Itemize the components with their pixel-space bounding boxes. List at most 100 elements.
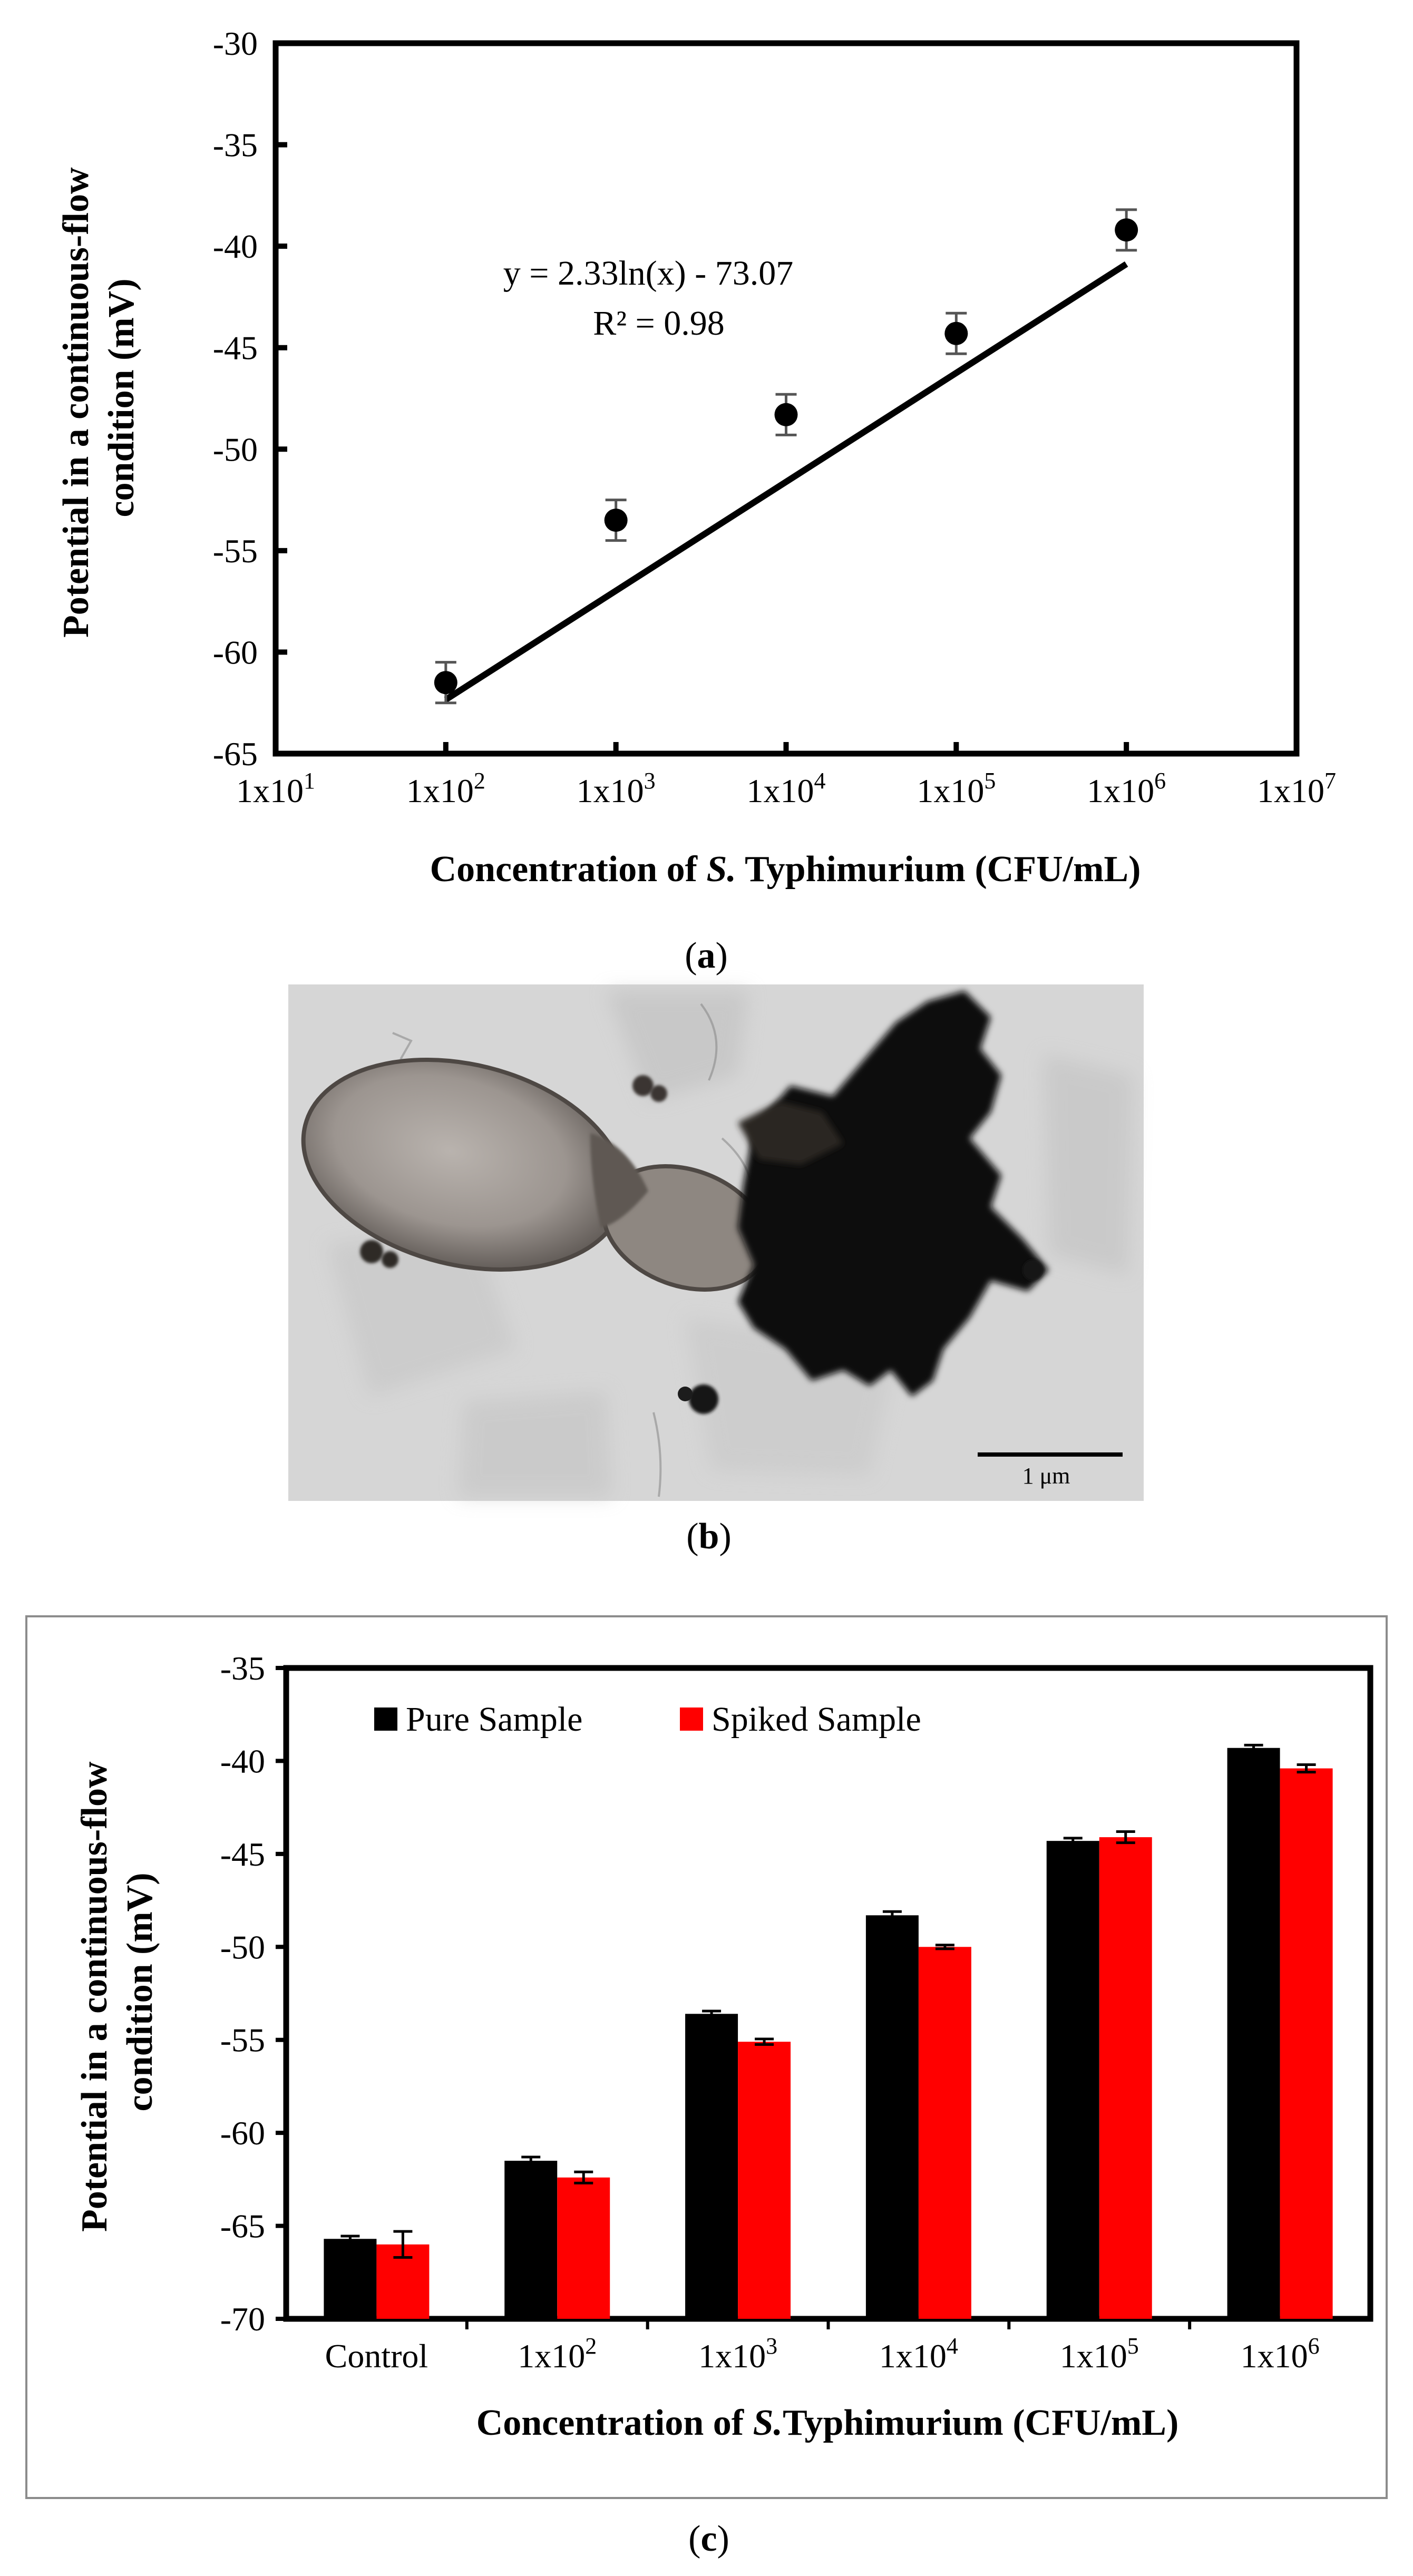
panel-c-y-tick-label: -45 — [220, 1836, 265, 1873]
panel-b-caption: (b) — [686, 1516, 732, 1557]
panel-c-x-tick-label-exp: 6 — [1308, 2333, 1320, 2359]
panel-a-y-label-line2: condition (mV) — [101, 278, 142, 517]
panel-c-bar-spiked — [1099, 1837, 1152, 2319]
panel-c-x-tick-label: 1x106 — [1241, 2333, 1320, 2375]
panel-a-x-tick-label: 1x106 — [1087, 768, 1166, 809]
panel-c-x-tick-label-base: 1x10 — [1241, 2337, 1308, 2375]
panel-c-y-label-line1: Potential in a continuous-flow — [74, 1761, 115, 2232]
panel-c-y-label-line2: condition (mV) — [120, 1872, 160, 2111]
panel-a-equation: y = 2.33ln(x) - 73.07 — [503, 254, 794, 292]
panel-a-r2: R² = 0.98 — [593, 304, 725, 343]
panel-c-y-tick-label: -55 — [220, 2022, 265, 2059]
micrograph-texture — [327, 991, 1133, 1497]
panel-b-micrograph: 1 μm (b) — [288, 984, 1144, 1557]
panel-a-point — [944, 321, 968, 345]
panel-c-x-tick-label: 1x103 — [698, 2333, 777, 2375]
panel-c-bar-pure — [504, 2161, 558, 2319]
panel-a-y-tick-label: -35 — [213, 126, 258, 164]
panel-a-x-tick-label: 1x103 — [577, 768, 656, 809]
legend-label-spiked: Spiked Sample — [712, 1700, 921, 1739]
panel-a-x-tick-label-base: 1x10 — [406, 772, 474, 809]
panel-a-caption-letter: a — [697, 935, 716, 976]
panel-c-x-tick-label-exp: 3 — [766, 2333, 777, 2359]
panel-c-caption: (c) — [688, 2519, 729, 2559]
panel-a-x-tick-label-exp: 7 — [1324, 768, 1336, 794]
panel-c-x-tick-label-exp: 4 — [947, 2333, 958, 2359]
panel-c-x-tick-label-base: 1x10 — [518, 2337, 585, 2375]
panel-a-x-tick-label-base: 1x10 — [236, 772, 304, 809]
panel-c-y-ticks: -35 -40 -45 -50 -55 -60 -65 -70 — [220, 1650, 286, 2338]
panel-a-x-tick-label-base: 1x10 — [917, 772, 984, 809]
panel-a-y-label: Potential in a continuous-flow condition… — [56, 158, 142, 638]
panel-a-y-tick-label: -55 — [213, 532, 258, 570]
panel-c-x-tick-label: 1x105 — [1060, 2333, 1139, 2375]
scale-bar-label: 1 μm — [1022, 1463, 1070, 1489]
panel-a-y-tick-label: -60 — [213, 633, 258, 671]
panel-a-x-tick-label-exp: 2 — [474, 768, 485, 794]
panel-c-y-tick-label: -70 — [220, 2300, 265, 2338]
panel-a-x-tick-label-exp: 3 — [644, 768, 656, 794]
panel-a-x-label-italic: S. — [707, 849, 736, 890]
panel-a-caption: (a) — [685, 935, 728, 976]
panel-a-y-ticks: -30 -35 -40 -45 -50 -55 -60 -65 — [213, 25, 287, 773]
panel-a-x-tick-label-exp: 4 — [814, 768, 826, 794]
panel-a-x-tick-label: 1x107 — [1257, 768, 1336, 809]
panel-a-x-tick-label-base: 1x10 — [1257, 772, 1324, 809]
panel-a-x-tick-label-exp: 5 — [984, 768, 996, 794]
panel-a-x-tick-label-base: 1x10 — [1087, 772, 1154, 809]
panel-c-x-tick-label: 1x102 — [518, 2333, 597, 2375]
panel-c-bar-pure — [865, 1915, 919, 2319]
panel-c-chart: -35-40-45-50-55-60-65-70 Control 1x102 1x1… — [25, 1615, 1388, 2559]
panel-a-x-label-prefix: Concentration of — [430, 849, 707, 890]
panel-c-x-tick-label-exp: 5 — [1127, 2333, 1139, 2359]
panel-a-points — [434, 208, 1138, 705]
panel-c-y-tick-label: -60 — [220, 2114, 265, 2152]
panel-a-x-tick-label-exp: 1 — [304, 768, 315, 794]
panel-a-y-tick-label: -45 — [213, 329, 258, 367]
panel-a-x-tick-label: 1x104 — [747, 768, 826, 809]
panel-a-x-ticks: 1x101 1x102 1x103 1x104 1x105 1x106 1x107 — [236, 742, 1336, 809]
panel-a-y-tick-label: -65 — [213, 735, 258, 773]
panel-a-y-tick-label: -30 — [213, 25, 258, 62]
panel-c-x-tick-label-base: 1x10 — [879, 2337, 947, 2375]
bacterium-neck — [590, 1133, 648, 1228]
panel-c-caption-letter: c — [700, 2519, 717, 2559]
panel-c-x-label: Concentration of S.Typhimurium (CFU/mL) — [476, 2403, 1179, 2443]
panel-c-x-label-suffix: Typhimurium (CFU/mL) — [783, 2403, 1178, 2443]
panel-c-y-label: Potential in a continuous-flow condition… — [74, 1752, 160, 2232]
panel-a-x-label: Concentration of S. Typhimurium (CFU/mL) — [430, 849, 1141, 890]
panel-a-y-tick-label: -40 — [213, 228, 258, 265]
bacterium-cell — [301, 1057, 769, 1292]
panel-c-x-ticks: Control 1x102 1x103 1x104 1x105 1x106 — [325, 2319, 1320, 2375]
panel-a-y-label-line1: Potential in a continuous-flow — [56, 167, 96, 638]
panel-a-x-tick-label: 1x101 — [236, 768, 315, 809]
panel-a-x-tick-label-base: 1x10 — [577, 772, 644, 809]
panel-c-bar-spiked — [557, 2177, 610, 2319]
panel-c-y-tick-label: -50 — [220, 1928, 265, 1966]
panel-c-x-tick-label: 1x104 — [879, 2333, 958, 2375]
panel-c-bar-spiked — [738, 2042, 791, 2319]
panel-c-x-tick-label-base: 1x10 — [1060, 2337, 1127, 2375]
panel-a-point — [1115, 218, 1138, 242]
panel-a-point — [604, 509, 628, 532]
panel-c-bar-pure — [1046, 1841, 1099, 2319]
panel-a-x-tick-label-exp: 6 — [1154, 768, 1166, 794]
panel-a-x-label-suffix: Typhimurium (CFU/mL) — [736, 849, 1141, 890]
panel-c-x-label-prefix: Concentration of — [476, 2403, 753, 2443]
panel-c-y-tick-label: -65 — [220, 2208, 265, 2245]
panel-a-fit-line-group — [444, 261, 1128, 702]
panel-a-x-tick-label: 1x105 — [917, 768, 996, 809]
panel-c-x-tick-label-base: Control — [325, 2337, 428, 2375]
legend-swatch-pure — [374, 1707, 397, 1731]
panel-a-y-tick-label: -50 — [213, 431, 258, 468]
panel-a-point — [774, 403, 798, 426]
panel-c-x-tick-label: Control — [325, 2337, 428, 2375]
panel-c-bar-pure — [685, 2014, 738, 2319]
panel-c-x-tick-label-exp: 2 — [585, 2333, 597, 2359]
panel-a-fit-line — [444, 261, 1128, 702]
panel-a-x-tick-label: 1x102 — [406, 768, 485, 809]
legend-swatch-spiked — [680, 1707, 703, 1731]
panel-a-x-tick-label-base: 1x10 — [747, 772, 814, 809]
panel-c-bars — [324, 1743, 1333, 2319]
